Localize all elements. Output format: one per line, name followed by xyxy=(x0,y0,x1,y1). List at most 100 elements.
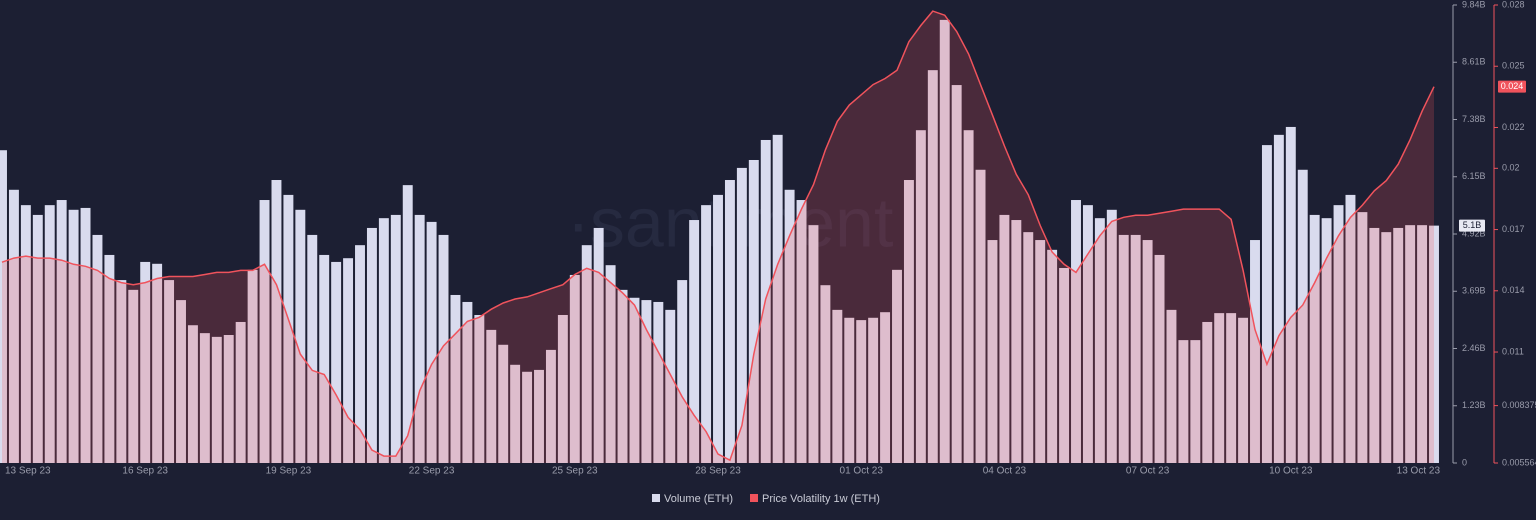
volume-bar xyxy=(641,300,652,463)
volume-bar xyxy=(128,289,139,463)
volume-bar xyxy=(784,189,795,463)
volume-bar xyxy=(271,180,282,464)
volume-bar xyxy=(0,150,7,463)
x-tick-label: 22 Sep 23 xyxy=(409,466,455,477)
volume-bar xyxy=(713,194,723,463)
last-value-label: 0.024 xyxy=(1501,81,1524,91)
volume-bar xyxy=(820,285,831,463)
x-tick-label: 25 Sep 23 xyxy=(552,466,598,477)
volume-bar xyxy=(116,280,127,463)
volume-bar xyxy=(665,309,676,463)
volume-bar xyxy=(1285,126,1296,464)
volume-bar xyxy=(462,301,473,463)
volume-bar xyxy=(1118,234,1129,463)
volume-bar xyxy=(1297,169,1308,463)
volume-bar xyxy=(199,333,210,463)
volume-bar xyxy=(56,200,67,464)
volume-bar xyxy=(1273,134,1284,464)
y-tick-label: 8.61B xyxy=(1462,57,1486,67)
volume-bar xyxy=(1023,232,1034,463)
y2-tick-label: 0.017 xyxy=(1502,224,1525,234)
y-tick-label: 2.46B xyxy=(1462,343,1486,353)
x-tick-label: 10 Oct 23 xyxy=(1269,466,1313,477)
legend-swatch xyxy=(652,494,660,502)
volume-bar xyxy=(92,234,103,463)
volume-bar xyxy=(1345,194,1356,463)
volume-bar xyxy=(1130,234,1141,463)
volume-bar xyxy=(44,205,55,463)
volume-bar xyxy=(868,317,879,463)
volume-bar xyxy=(211,336,222,463)
y2-tick-label: 0.008375 xyxy=(1502,400,1536,410)
volume-bar xyxy=(1333,205,1344,463)
volume-bar xyxy=(235,321,246,463)
last-value-badge xyxy=(1459,219,1485,232)
volume-bar xyxy=(331,261,342,463)
volume-bar xyxy=(880,312,891,463)
volume-bar xyxy=(1381,232,1392,463)
volume-bar xyxy=(736,167,747,464)
y-tick-label: 1.23B xyxy=(1462,400,1486,410)
volume-bar xyxy=(1082,205,1093,463)
volume-bar xyxy=(259,200,270,464)
x-tick-label: 01 Oct 23 xyxy=(840,466,884,477)
volume-bar xyxy=(1071,200,1081,464)
volume-bar xyxy=(844,317,855,463)
volume-bar xyxy=(939,19,950,463)
volume-bar xyxy=(1321,218,1332,463)
volume-bar xyxy=(1393,227,1404,463)
volume-bar xyxy=(963,130,974,463)
volume-bar xyxy=(176,300,186,463)
volume-bar xyxy=(486,329,497,463)
volume-bar xyxy=(1142,240,1153,463)
volume-bar xyxy=(892,269,902,463)
volume-bar xyxy=(1429,225,1439,463)
volume-bar xyxy=(1417,225,1428,463)
volume-bar xyxy=(1166,309,1177,463)
y2-tick-label: 0.005564 xyxy=(1502,457,1536,467)
legend-swatch xyxy=(750,494,758,502)
volume-bar xyxy=(187,325,198,463)
volume-bar xyxy=(1250,240,1260,463)
volume-bar xyxy=(295,209,306,463)
volume-bar xyxy=(1154,254,1165,463)
volume-bar xyxy=(1226,313,1237,463)
y2-tick-label: 0.025 xyxy=(1502,61,1525,71)
volume-bar xyxy=(987,240,998,463)
volume-bar xyxy=(32,214,43,463)
volume-bar xyxy=(1190,340,1201,463)
volume-bar xyxy=(975,169,986,463)
volume-bar xyxy=(8,189,19,463)
volume-bar xyxy=(522,371,533,463)
volume-bar xyxy=(1309,214,1320,463)
volume-bar xyxy=(1047,249,1058,463)
volume-bar xyxy=(915,130,926,463)
volume-bar xyxy=(474,314,485,463)
volume-bar xyxy=(438,234,449,463)
volume-bar xyxy=(402,185,413,463)
volume-bar xyxy=(724,180,735,464)
volume-bar xyxy=(832,309,843,463)
volume-bar xyxy=(748,159,759,463)
y2-tick-label: 0.011 xyxy=(1502,346,1524,356)
volume-bar xyxy=(617,289,628,463)
volume-bar xyxy=(1261,145,1272,463)
volume-bar xyxy=(283,194,294,463)
y-tick-label: 3.69B xyxy=(1462,286,1486,296)
volume-bar xyxy=(20,205,31,463)
y-tick-label: 6.15B xyxy=(1462,171,1486,181)
y2-tick-label: 0.022 xyxy=(1502,122,1525,132)
volume-bar xyxy=(927,70,938,464)
volume-bar xyxy=(307,234,318,463)
volume-bar xyxy=(1178,340,1189,463)
x-tick-label: 16 Sep 23 xyxy=(122,466,168,477)
volume-bar xyxy=(689,220,700,463)
volume-bar xyxy=(569,274,580,463)
volume-bar xyxy=(355,245,365,463)
volume-bar xyxy=(677,280,688,463)
volume-bar xyxy=(581,245,592,463)
volume-bar xyxy=(605,265,616,463)
volume-bar xyxy=(1106,209,1117,463)
volume-bar xyxy=(951,85,962,463)
volume-bar xyxy=(808,225,819,463)
